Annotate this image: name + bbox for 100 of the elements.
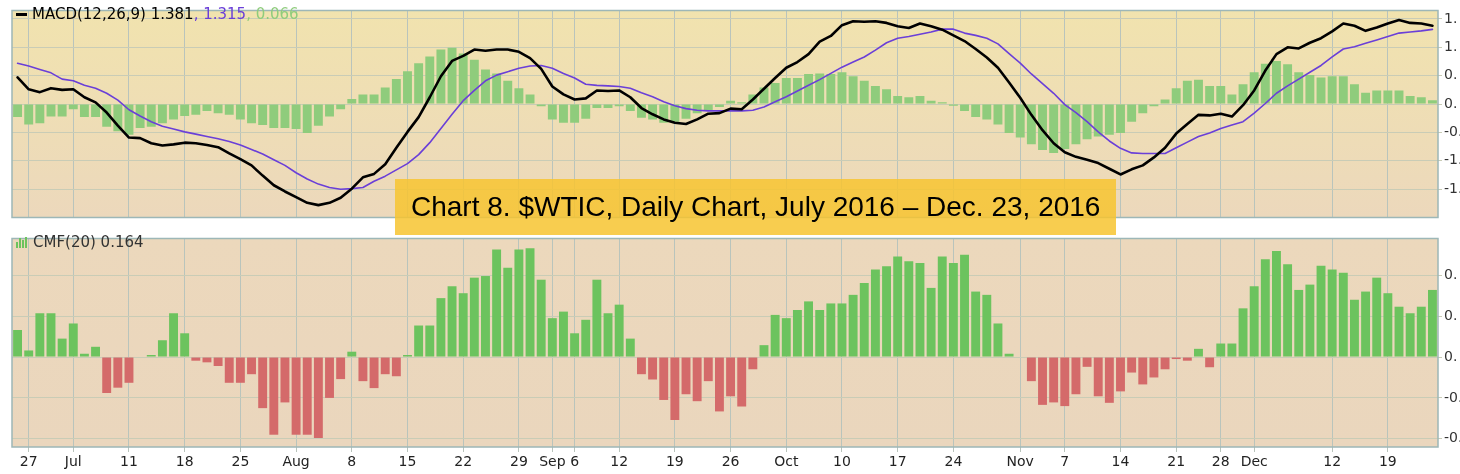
- bar: [291, 104, 301, 130]
- bar: [937, 256, 947, 357]
- bar: [336, 357, 346, 380]
- bar: [581, 104, 591, 119]
- bar: [1361, 291, 1371, 357]
- x-tick-label: Oct: [774, 453, 799, 470]
- bar: [1427, 100, 1437, 104]
- bar: [458, 53, 468, 104]
- bar: [1305, 75, 1315, 104]
- bar: [781, 318, 791, 357]
- bar: [79, 353, 89, 357]
- bar: [692, 357, 702, 402]
- x-tick-label: 10: [833, 453, 851, 470]
- bar: [993, 104, 1003, 125]
- bar: [1082, 104, 1092, 140]
- bar: [57, 338, 67, 357]
- bar: [559, 311, 568, 357]
- bar: [1127, 357, 1137, 373]
- bar: [1004, 104, 1014, 134]
- text: , 0.066: [246, 5, 299, 23]
- bar: [1283, 264, 1293, 357]
- bar: [1272, 60, 1281, 104]
- bar: [1182, 80, 1192, 104]
- bar: [1071, 104, 1081, 145]
- bar: [280, 104, 290, 128]
- bar: [1138, 357, 1148, 385]
- x-tick-label: 21: [1167, 453, 1186, 470]
- bar: [503, 80, 513, 104]
- x-tick-label: Aug: [282, 453, 310, 470]
- bar: [91, 346, 101, 357]
- bar: [960, 254, 969, 357]
- x-tick-label: Jul: [63, 453, 82, 470]
- bar: [559, 104, 568, 123]
- bar: [804, 73, 814, 104]
- bar: [447, 286, 457, 357]
- bar: [737, 357, 747, 407]
- bar: [1038, 357, 1047, 405]
- bar: [146, 104, 156, 127]
- bar: [1416, 306, 1426, 357]
- bar: [280, 357, 290, 403]
- bar: [1026, 357, 1036, 382]
- bar: [469, 59, 479, 104]
- bar: [391, 357, 401, 377]
- bar: [781, 77, 791, 104]
- bar: [35, 104, 45, 124]
- x-tick-label: 25: [231, 453, 250, 470]
- bar: [1349, 84, 1359, 104]
- bar: [859, 282, 869, 357]
- bar: [1227, 94, 1237, 104]
- bar: [614, 304, 624, 357]
- bar: [1272, 251, 1281, 357]
- bar: [224, 104, 234, 115]
- bar: [481, 276, 490, 357]
- bar: [726, 100, 736, 104]
- bar: [57, 104, 67, 117]
- bar: [714, 357, 724, 412]
- bar: [1205, 357, 1215, 368]
- bar: [68, 323, 78, 357]
- bar: [1394, 90, 1404, 104]
- bar: [948, 262, 958, 357]
- bar: [703, 357, 713, 382]
- bar: [726, 357, 736, 397]
- y-tick-label: 1.: [1444, 9, 1458, 26]
- bar: [1338, 272, 1348, 357]
- bar: [235, 357, 245, 383]
- bar: [1372, 277, 1382, 357]
- bar: [1427, 289, 1437, 357]
- bar: [792, 77, 802, 104]
- x-tick-label: 19: [1378, 453, 1397, 470]
- y-tick-label: -0.: [1444, 388, 1460, 405]
- x-tick-label: 7: [1060, 453, 1070, 470]
- bar: [347, 351, 357, 357]
- y-tick-label: 0.: [1444, 347, 1458, 364]
- bar: [514, 249, 524, 357]
- bar: [603, 313, 613, 357]
- bar: [982, 294, 992, 357]
- bar: [837, 303, 847, 357]
- bar: [848, 294, 858, 357]
- bar: [1160, 99, 1170, 104]
- bar: [1060, 357, 1070, 407]
- bar: [1071, 357, 1081, 395]
- x-tick-label: 12: [610, 453, 629, 470]
- bar: [904, 261, 914, 357]
- bar: [915, 262, 925, 357]
- bar: [391, 79, 401, 104]
- bar: [91, 104, 101, 118]
- bar: [1093, 104, 1103, 137]
- x-tick-label: 24: [944, 453, 963, 470]
- y-tick-label: 0.: [1444, 265, 1458, 282]
- bar: [1216, 343, 1226, 357]
- bar: [380, 357, 390, 375]
- bar: [1049, 357, 1059, 403]
- bar: [358, 357, 368, 382]
- bar: [269, 104, 279, 128]
- bar: [882, 89, 891, 104]
- bar: [180, 333, 190, 357]
- y-tick-label: 0.: [1444, 306, 1458, 323]
- bar: [536, 279, 546, 357]
- text: , 1.315: [193, 5, 247, 23]
- bar: [169, 313, 178, 357]
